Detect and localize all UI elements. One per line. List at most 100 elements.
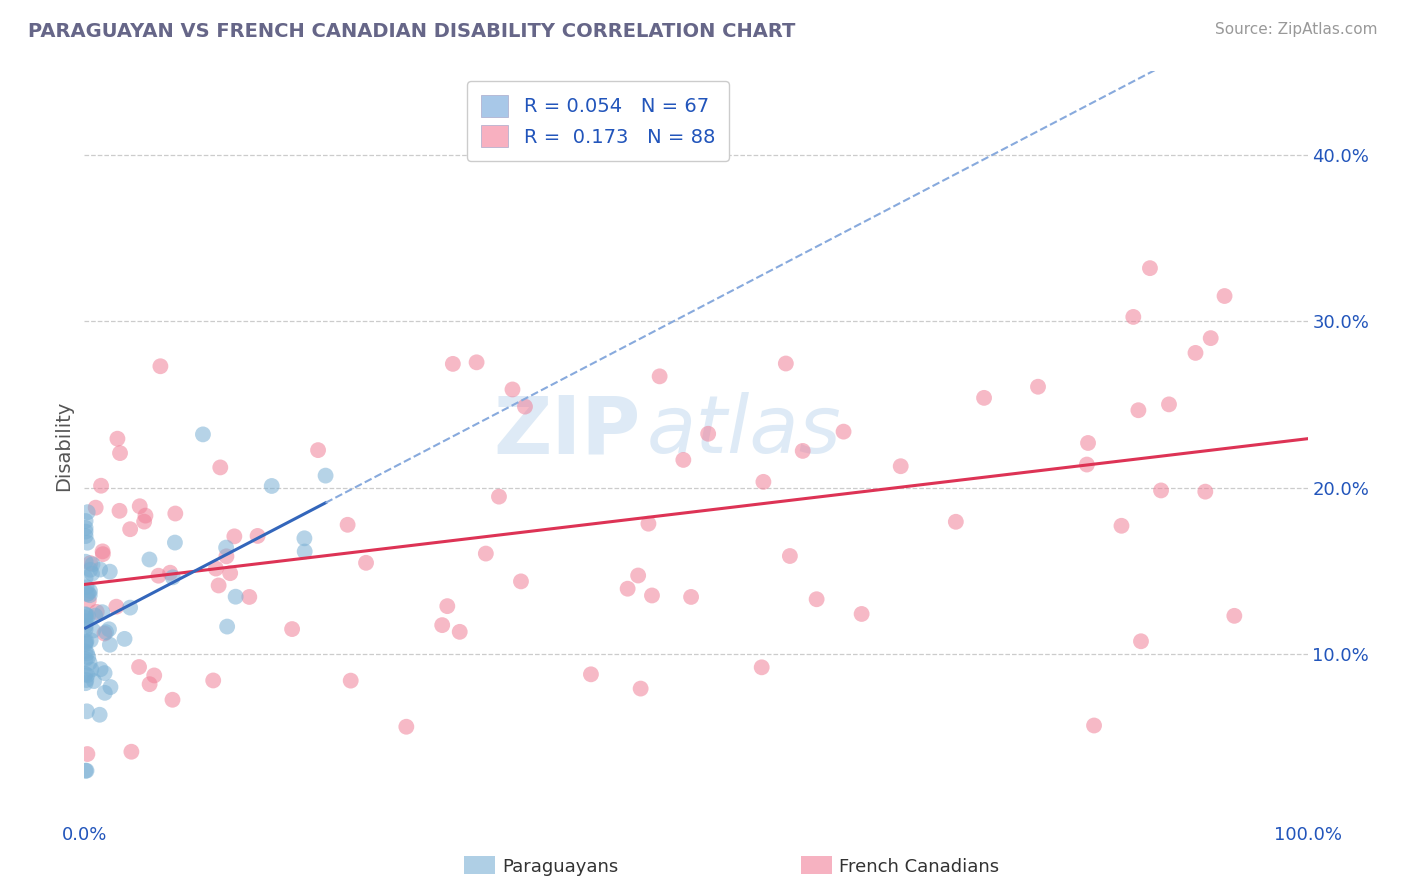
- Point: [114, 632, 136, 646]
- Point: [75, 667, 97, 681]
- Point: [630, 681, 652, 696]
- Point: [436, 599, 458, 614]
- Text: atlas: atlas: [647, 392, 842, 470]
- Point: [225, 590, 247, 604]
- Point: [93, 666, 115, 681]
- Point: [76, 704, 98, 718]
- Point: [75, 652, 97, 666]
- Point: [90, 662, 112, 676]
- Point: [315, 468, 337, 483]
- Point: [246, 529, 269, 543]
- Point: [579, 667, 602, 681]
- Point: [80, 633, 103, 648]
- Point: [488, 490, 510, 504]
- Point: [79, 584, 101, 599]
- Point: [1184, 346, 1206, 360]
- Point: [217, 619, 239, 633]
- Point: [191, 427, 214, 442]
- Point: [105, 599, 128, 614]
- Point: [77, 593, 100, 607]
- Point: [294, 544, 316, 558]
- Point: [215, 541, 238, 555]
- Point: [1199, 331, 1222, 345]
- Point: [832, 425, 855, 439]
- Point: [86, 605, 108, 619]
- Point: [94, 625, 117, 640]
- Point: [224, 529, 246, 543]
- Point: [76, 668, 98, 682]
- Point: [76, 505, 98, 519]
- Point: [1128, 403, 1150, 417]
- Point: [1083, 718, 1105, 732]
- Point: [79, 563, 101, 577]
- Point: [76, 587, 98, 601]
- Point: [75, 634, 97, 648]
- Point: [501, 383, 523, 397]
- Point: [752, 475, 775, 489]
- Point: [432, 618, 454, 632]
- Point: [77, 609, 100, 624]
- Point: [510, 574, 533, 589]
- Point: [162, 570, 184, 584]
- Point: [1077, 436, 1099, 450]
- Point: [775, 357, 797, 371]
- Point: [163, 535, 186, 549]
- Point: [80, 566, 103, 581]
- Point: [697, 426, 720, 441]
- Legend: R = 0.054   N = 67, R =  0.173   N = 88: R = 0.054 N = 67, R = 0.173 N = 88: [467, 81, 728, 161]
- Point: [120, 745, 142, 759]
- Point: [336, 517, 359, 532]
- Point: [149, 359, 172, 374]
- Point: [75, 623, 97, 637]
- Point: [1130, 634, 1153, 648]
- Point: [75, 514, 97, 528]
- Point: [91, 544, 114, 558]
- Point: [307, 443, 329, 458]
- Point: [75, 555, 97, 569]
- Point: [75, 611, 97, 625]
- Point: [339, 673, 361, 688]
- Text: ZIP: ZIP: [494, 392, 641, 470]
- Text: French Canadians: French Canadians: [839, 858, 1000, 876]
- Point: [207, 578, 229, 592]
- Point: [75, 635, 97, 649]
- Point: [219, 566, 242, 581]
- Point: [108, 504, 131, 518]
- Point: [93, 626, 115, 640]
- Point: [1157, 397, 1180, 411]
- Point: [138, 552, 160, 566]
- Point: [76, 747, 98, 761]
- Point: [83, 674, 105, 689]
- Point: [806, 592, 828, 607]
- Point: [354, 556, 377, 570]
- Point: [75, 524, 97, 539]
- Point: [90, 479, 112, 493]
- Point: [75, 571, 97, 585]
- Point: [98, 638, 121, 652]
- Point: [134, 508, 156, 523]
- Point: [84, 500, 107, 515]
- Point: [120, 600, 142, 615]
- Point: [1122, 310, 1144, 324]
- Point: [281, 622, 304, 636]
- Point: [128, 660, 150, 674]
- Point: [143, 668, 166, 682]
- Point: [120, 522, 142, 536]
- Point: [751, 660, 773, 674]
- Point: [441, 357, 464, 371]
- Point: [1111, 518, 1133, 533]
- Point: [128, 500, 150, 514]
- Point: [779, 549, 801, 563]
- Point: [945, 515, 967, 529]
- Point: [76, 580, 98, 594]
- Point: [648, 369, 671, 384]
- Point: [75, 529, 97, 543]
- Point: [76, 764, 98, 778]
- Point: [75, 637, 97, 651]
- Point: [162, 692, 184, 706]
- Point: [465, 355, 488, 369]
- Point: [80, 663, 103, 677]
- Point: [82, 624, 104, 638]
- Point: [209, 460, 232, 475]
- Point: [75, 614, 97, 628]
